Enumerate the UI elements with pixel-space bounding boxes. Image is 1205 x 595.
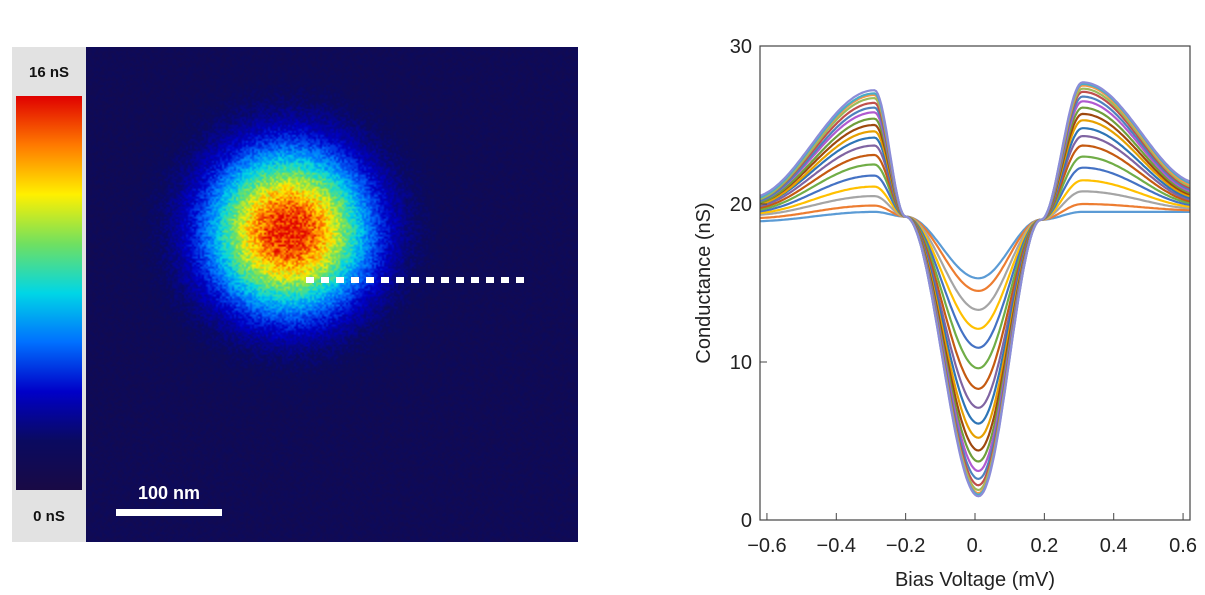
conductance-map-panel: 16 nS 0 nS 100 nm bbox=[12, 47, 578, 542]
y-tick-label: 10 bbox=[730, 352, 752, 374]
series-line bbox=[760, 210, 1190, 280]
axis-ticks: −0.6 −0.4 −0.2 0. 0.2 0.4 0.6 0 10 20 30 bbox=[730, 36, 1197, 557]
conductance-spectra-chart: −0.6 −0.4 −0.2 0. 0.2 0.4 0.6 0 10 20 30 Bias Volt… bbox=[693, 36, 1197, 591]
y-tick-label: 20 bbox=[730, 194, 752, 216]
series-line bbox=[760, 202, 1190, 293]
x-tick-label: 0.4 bbox=[1100, 535, 1128, 557]
x-tick-label: 0.2 bbox=[1030, 535, 1058, 557]
series-line bbox=[760, 87, 1190, 492]
series-lines bbox=[760, 81, 1190, 498]
line-cut-marker bbox=[306, 277, 524, 283]
series-line bbox=[760, 127, 1190, 425]
series-line bbox=[760, 106, 1190, 463]
series-line bbox=[760, 95, 1190, 481]
colorbar-max-label: 16 nS bbox=[28, 64, 70, 81]
x-axis-label: Bias Voltage (mV) bbox=[895, 569, 1055, 591]
series-line bbox=[760, 166, 1190, 349]
x-tick-label: −0.2 bbox=[886, 535, 925, 557]
colorbar-gradient bbox=[16, 96, 82, 490]
x-tick-label: −0.4 bbox=[817, 535, 856, 557]
series-line bbox=[760, 135, 1190, 409]
series-line bbox=[760, 90, 1190, 487]
series-line bbox=[760, 81, 1190, 498]
series-line bbox=[760, 112, 1190, 452]
y-tick-label: 30 bbox=[730, 36, 752, 58]
y-tick-label: 0 bbox=[741, 510, 752, 532]
scale-bar bbox=[116, 509, 222, 516]
colorbar: 16 nS 0 nS bbox=[12, 47, 86, 542]
series-line bbox=[760, 190, 1190, 312]
x-tick-label: −0.6 bbox=[747, 535, 786, 557]
series-line bbox=[760, 100, 1190, 473]
x-tick-label: 0.6 bbox=[1169, 535, 1197, 557]
series-line bbox=[760, 179, 1190, 330]
scale-bar-label: 100 nm bbox=[137, 483, 201, 503]
x-tick-label: 0. bbox=[967, 535, 984, 557]
conductance-map-image bbox=[86, 47, 578, 542]
y-axis-label: Conductance (nS) bbox=[693, 202, 715, 363]
colorbar-min-label: 0 nS bbox=[33, 508, 65, 525]
series-line bbox=[760, 144, 1190, 391]
series-line bbox=[760, 155, 1190, 370]
series-line bbox=[760, 119, 1190, 439]
